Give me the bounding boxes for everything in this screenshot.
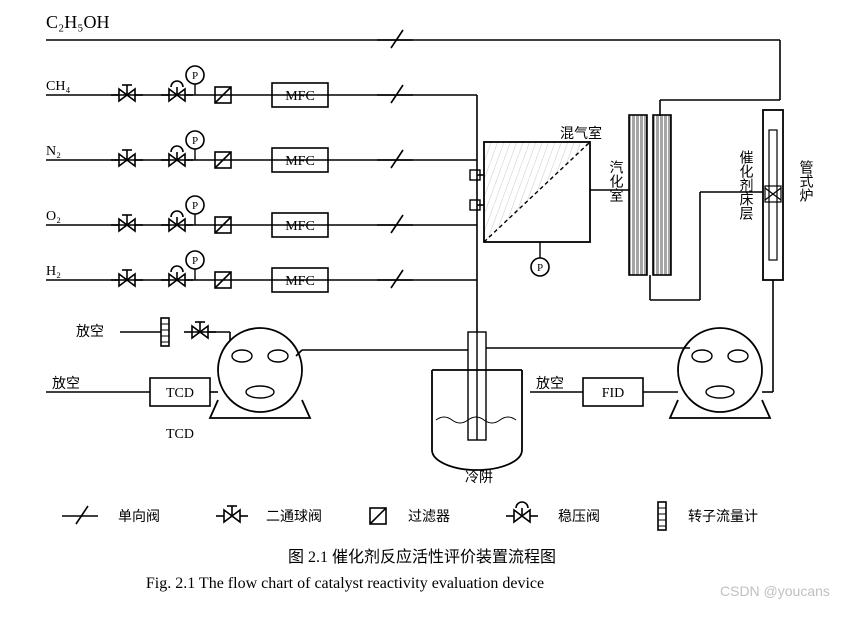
ball-valve-icon <box>111 85 143 101</box>
pressure-gauge-bottom <box>531 242 549 276</box>
prv-icon <box>506 502 538 522</box>
pressure-gauge-icon <box>186 131 204 149</box>
check-valve-icon <box>62 506 98 524</box>
filter-icon <box>370 508 386 524</box>
ch4-line: MFC <box>46 66 477 107</box>
ball-valve-icon <box>216 506 248 522</box>
n2-line: MFC <box>46 131 477 172</box>
ethanol-label: C₂H₅OH <box>46 12 110 32</box>
tcd-below-label: TCD <box>166 427 194 442</box>
prv-icon <box>161 266 193 286</box>
right-block: FID 放空 <box>486 328 770 418</box>
flowchart-diagram: P C₂H₅OH CH₄ N₂ <box>0 0 845 628</box>
mfc-label: MFC <box>285 274 315 289</box>
check-valve-icon <box>377 215 413 233</box>
prv-icon <box>161 211 193 231</box>
h2-line: MFC <box>46 251 477 292</box>
selector-valve-icon <box>210 328 310 418</box>
check-valve-icon <box>377 150 413 168</box>
ball-valve-icon <box>111 270 143 286</box>
prv-icon <box>161 146 193 166</box>
tcd-label: TCD <box>166 386 194 401</box>
gas-lines: MFC MFC MFC <box>46 66 484 332</box>
prv-icon <box>161 81 193 101</box>
vent-label: 放空 <box>76 324 104 340</box>
vent-label: 放空 <box>52 376 80 392</box>
tube-furnace-label: 管式炉 <box>798 160 814 202</box>
watermark: CSDN @youcans <box>720 583 830 599</box>
vaporizer-label: 汽化室 <box>608 160 624 202</box>
caption-cn: 图 2.1 催化剂反应活性评价装置流程图 <box>288 547 556 566</box>
catalyst-bed-label: 催化剂床层 <box>738 150 754 220</box>
ball-valve-icon <box>111 215 143 231</box>
o2-label: O₂ <box>46 209 61 224</box>
pressure-gauge-icon <box>186 196 204 214</box>
tube-furnace: 催化剂床层 管式炉 <box>738 110 814 392</box>
pressure-gauge-icon <box>531 258 549 276</box>
legend-check-valve: 单向阀 <box>118 509 160 525</box>
legend: 单向阀 二通球阀 过滤器 稳压阀 转子流量计 <box>62 502 758 530</box>
legend-filter: 过滤器 <box>408 509 450 525</box>
o2-line: MFC <box>46 196 477 237</box>
cold-trap: 冷阱 <box>296 332 522 486</box>
ball-valve-icon <box>111 150 143 166</box>
pressure-gauge-icon <box>186 66 204 84</box>
gas-labels: C₂H₅OH CH₄ N₂ O₂ H₂ <box>46 12 110 279</box>
legend-prv: 稳压阀 <box>558 509 600 525</box>
fid-label: FID <box>602 386 625 401</box>
ch4-label: CH₄ <box>46 79 70 94</box>
check-valve-icon <box>377 30 413 48</box>
pressure-gauge-icon <box>186 251 204 269</box>
h2-label: H₂ <box>46 264 61 279</box>
legend-rotameter: 转子流量计 <box>688 509 758 525</box>
mfc-label: MFC <box>285 154 315 169</box>
mixing-chamber-label: 混气室 <box>560 125 602 142</box>
vent-label: 放空 <box>536 376 564 392</box>
rotameter-icon <box>658 502 666 530</box>
mfc-label: MFC <box>285 219 315 234</box>
check-valve-icon <box>377 270 413 288</box>
selector-valve-icon <box>670 328 770 418</box>
check-valve-icon <box>377 85 413 103</box>
n2-label: N₂ <box>46 144 61 159</box>
cold-trap-label: 冷阱 <box>465 470 493 486</box>
rotameter-icon <box>161 318 169 346</box>
ball-valve-icon <box>184 322 216 338</box>
left-block: 放空 TCD 放空 TCD <box>46 318 310 442</box>
legend-ball-valve: 二通球阀 <box>266 509 322 525</box>
caption-en: Fig. 2.1 The flow chart of catalyst reac… <box>146 575 544 592</box>
mfc-label: MFC <box>285 89 315 104</box>
ethanol-line <box>46 30 780 116</box>
